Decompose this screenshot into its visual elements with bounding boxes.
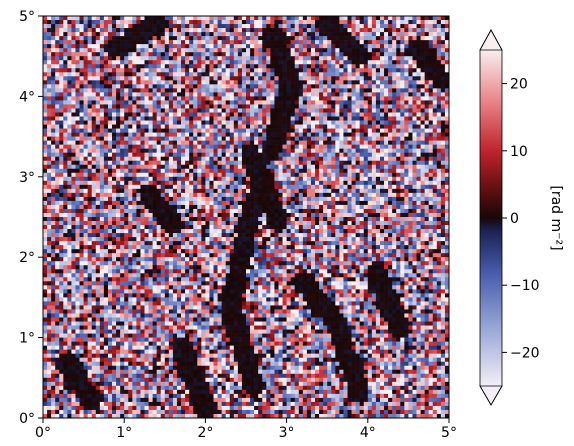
x-axis: 0° 1° 2° 3° 4° 5° xyxy=(35,418,457,441)
y-axis: 0° 1° 2° 3° 4° 5° xyxy=(19,9,43,427)
colorbar-tick-label: −20 xyxy=(510,345,540,361)
colorbar-tick-label: 0 xyxy=(510,211,519,227)
colorbar-ticks: 20 10 0 −10 −20 xyxy=(502,77,540,361)
y-tick-label: 3° xyxy=(19,170,35,186)
y-tick-label: 4° xyxy=(19,89,35,105)
colorbar-tick-label: 20 xyxy=(510,77,528,93)
colorbar-outline xyxy=(479,29,503,406)
colorbar-gradient xyxy=(480,50,502,386)
colorbar-tick-label: 10 xyxy=(510,144,528,160)
y-tick-label: 2° xyxy=(19,250,35,266)
colorbar-extend-max xyxy=(479,29,503,51)
x-tick-label: 4° xyxy=(360,425,376,441)
colorbar-tick-label: −10 xyxy=(510,278,540,294)
y-tick-label: 5° xyxy=(19,9,35,25)
y-tick-label: 0° xyxy=(19,411,35,427)
plot-frame xyxy=(42,15,450,419)
x-tick-label: 2° xyxy=(197,425,213,441)
y-tick-label: 1° xyxy=(19,331,35,347)
x-tick-label: 1° xyxy=(116,425,132,441)
x-tick-label: 3° xyxy=(279,425,295,441)
x-tick-label: 5° xyxy=(441,425,457,441)
x-tick-label: 0° xyxy=(35,425,51,441)
colorbar-extend-min xyxy=(479,385,503,406)
rm-heatmap xyxy=(43,16,449,418)
colorbar-label: [rad m⁻²] xyxy=(548,185,564,250)
colorbar: 20 10 0 −10 −20 [rad m⁻²] xyxy=(479,29,564,406)
